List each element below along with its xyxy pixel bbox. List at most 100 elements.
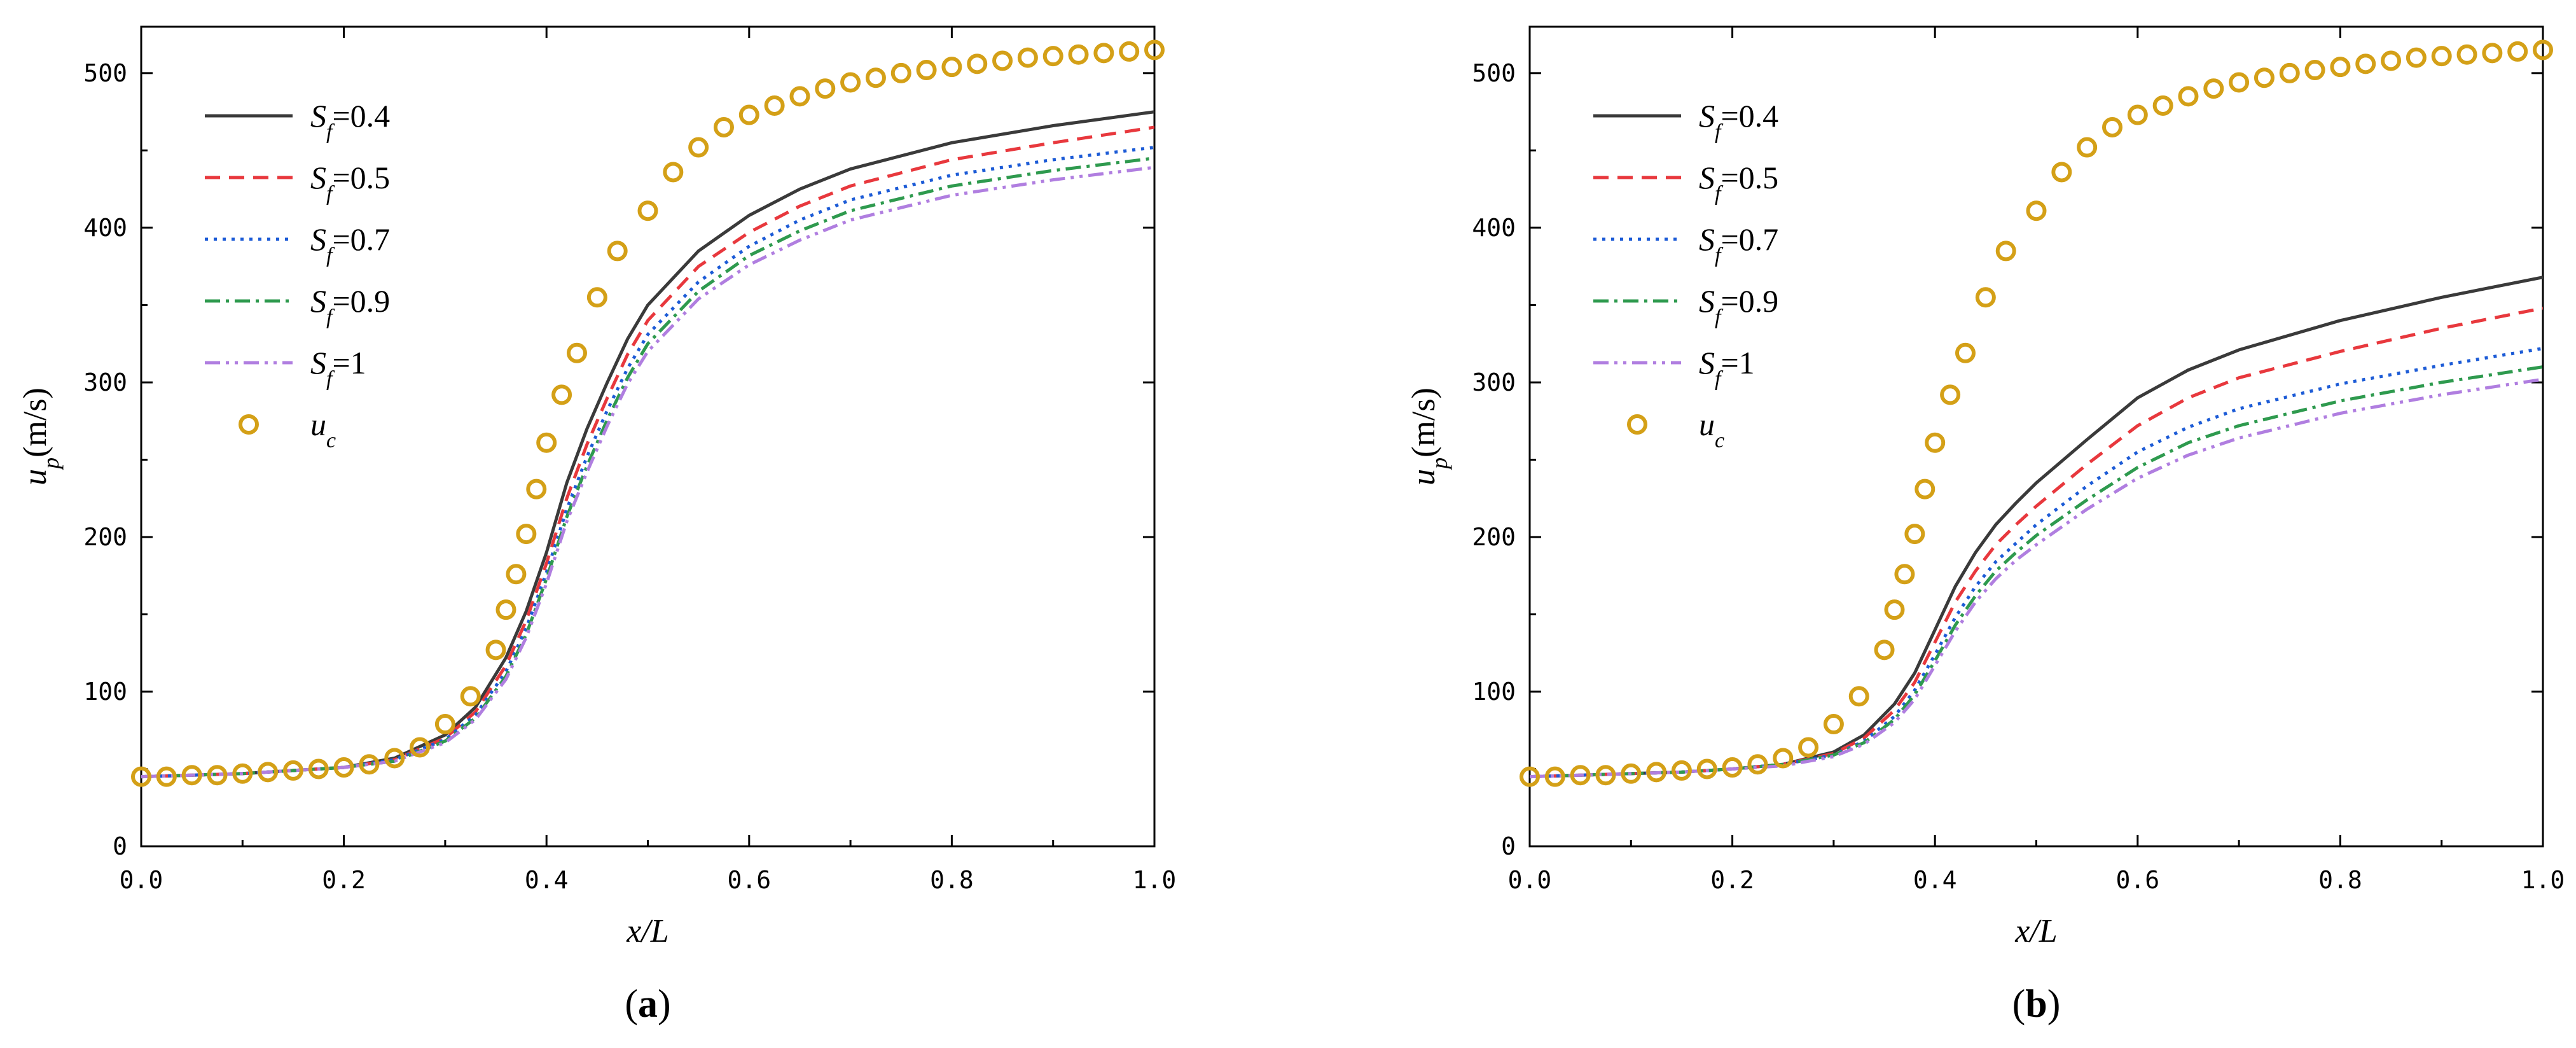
uc-marker bbox=[941, 57, 962, 78]
uc-marker bbox=[2152, 95, 2173, 116]
uc-marker bbox=[1925, 432, 1946, 453]
uc-marker bbox=[890, 62, 911, 83]
uc-marker bbox=[2203, 78, 2224, 99]
legend-label-1: Sf=0.5 bbox=[1699, 160, 1778, 206]
series-line-1 bbox=[141, 125, 1154, 779]
uc-marker bbox=[308, 758, 329, 779]
uc-marker bbox=[840, 72, 861, 93]
chart-panel-a: 0.0 0.2 0.4 0.6 0.8 1.0 0 100 200 300 400 500 x/L up(… bbox=[17, 25, 1177, 1026]
uc-marker bbox=[485, 639, 506, 660]
uc-marker bbox=[1995, 241, 2016, 262]
uc-marker bbox=[1874, 639, 1895, 660]
uc-marker bbox=[2026, 200, 2047, 221]
uc-marker bbox=[2330, 57, 2351, 78]
uc-marker bbox=[2127, 104, 2148, 125]
legend: Sf=0.4 Sf=0.5 Sf=0.7 Sf=0.9 Sf=1 uc bbox=[205, 98, 390, 452]
x-tick-label: 0.6 bbox=[2116, 866, 2159, 894]
x-tick-label: 0.8 bbox=[2318, 866, 2362, 894]
uc-marker bbox=[2381, 50, 2402, 71]
uc-marker bbox=[1119, 41, 1140, 62]
chart-panel-b: 0.0 0.2 0.4 0.6 0.8 1.0 0 100 200 300 400 500 x/L up(… bbox=[1406, 25, 2565, 1026]
uc-marker bbox=[460, 686, 481, 707]
uc-marker bbox=[815, 78, 836, 99]
uc-marker bbox=[2229, 72, 2250, 93]
y-tick-label: 400 bbox=[83, 214, 127, 242]
y-tick-label: 0 bbox=[1501, 832, 1516, 860]
uc-marker bbox=[2178, 86, 2199, 107]
uc-marker bbox=[2102, 116, 2122, 137]
uc-marker bbox=[992, 50, 1013, 71]
x-tick-label: 0.2 bbox=[1710, 866, 1754, 894]
uc-marker bbox=[2051, 162, 2072, 183]
uc-marker bbox=[2456, 44, 2477, 65]
y-tick-label: 0 bbox=[113, 832, 127, 860]
uc-marker bbox=[1068, 44, 1089, 65]
uc-marker bbox=[865, 67, 886, 88]
legend-label-0: Sf=0.4 bbox=[1699, 98, 1778, 144]
legend-swatch-uc bbox=[239, 414, 259, 435]
uc-marker bbox=[1093, 43, 1114, 64]
legend-label-3: Sf=0.9 bbox=[310, 283, 390, 329]
uc-marker bbox=[2077, 137, 2098, 158]
y-axis-title: up(m/s) bbox=[17, 388, 64, 486]
uc-marker bbox=[333, 757, 354, 778]
y-tick-label: 500 bbox=[1472, 59, 1516, 87]
legend-label-2: Sf=0.7 bbox=[1699, 221, 1778, 267]
uc-marker bbox=[1646, 762, 1667, 783]
uc-marker bbox=[1671, 760, 1692, 781]
uc-marker bbox=[551, 384, 572, 405]
uc-marker bbox=[506, 564, 527, 585]
y-tick-label: 200 bbox=[1472, 523, 1516, 551]
uc-marker bbox=[1017, 47, 1038, 68]
uc-marker bbox=[258, 762, 279, 783]
legend-label-uc: uc bbox=[1699, 407, 1724, 452]
markers-uc bbox=[1520, 39, 2553, 787]
uc-marker bbox=[1144, 39, 1165, 60]
uc-marker bbox=[2355, 53, 2376, 74]
uc-marker bbox=[2254, 67, 2275, 88]
uc-marker bbox=[1848, 686, 1869, 707]
uc-marker bbox=[566, 342, 587, 363]
uc-marker bbox=[586, 287, 607, 308]
uc-marker bbox=[637, 200, 658, 221]
uc-marker bbox=[1894, 564, 1915, 585]
y-tick-label: 200 bbox=[83, 523, 127, 551]
uc-marker bbox=[738, 104, 759, 125]
series-line-1 bbox=[1530, 306, 2543, 779]
legend-label-3: Sf=0.9 bbox=[1699, 283, 1778, 329]
y-tick-label: 100 bbox=[83, 678, 127, 706]
uc-marker bbox=[1904, 524, 1925, 545]
y-tick-label: 500 bbox=[83, 59, 127, 87]
uc-marker bbox=[410, 737, 431, 758]
y-tick-label: 400 bbox=[1472, 214, 1516, 242]
uc-marker bbox=[2507, 41, 2528, 62]
uc-marker bbox=[1955, 342, 1976, 363]
uc-marker bbox=[207, 765, 228, 786]
x-tick-label: 1.0 bbox=[1133, 866, 1177, 894]
x-tick-label: 0.6 bbox=[727, 866, 771, 894]
uc-marker bbox=[516, 524, 537, 545]
uc-marker bbox=[2533, 39, 2553, 60]
uc-marker bbox=[1520, 766, 1540, 787]
uc-marker bbox=[2406, 47, 2427, 68]
uc-marker bbox=[1595, 765, 1616, 786]
y-tick-label: 100 bbox=[1472, 678, 1516, 706]
uc-marker bbox=[1621, 763, 1642, 784]
uc-marker bbox=[1042, 46, 1063, 67]
uc-marker bbox=[1773, 748, 1794, 769]
markers-uc bbox=[131, 39, 1165, 787]
legend-label-uc: uc bbox=[310, 407, 336, 452]
uc-marker bbox=[1722, 757, 1743, 778]
y-axis-title: up(m/s) bbox=[1406, 388, 1452, 486]
legend-swatch-uc bbox=[1627, 414, 1647, 435]
legend-label-0: Sf=0.4 bbox=[310, 98, 390, 144]
uc-marker bbox=[1823, 714, 1844, 735]
uc-marker bbox=[526, 479, 547, 500]
uc-marker bbox=[1940, 384, 1961, 405]
panel-caption: (b) bbox=[2012, 982, 2061, 1026]
panel-caption: (a) bbox=[625, 982, 670, 1026]
uc-marker bbox=[607, 241, 628, 262]
x-tick-label: 0.4 bbox=[1913, 866, 1957, 894]
uc-marker bbox=[1915, 479, 1935, 500]
